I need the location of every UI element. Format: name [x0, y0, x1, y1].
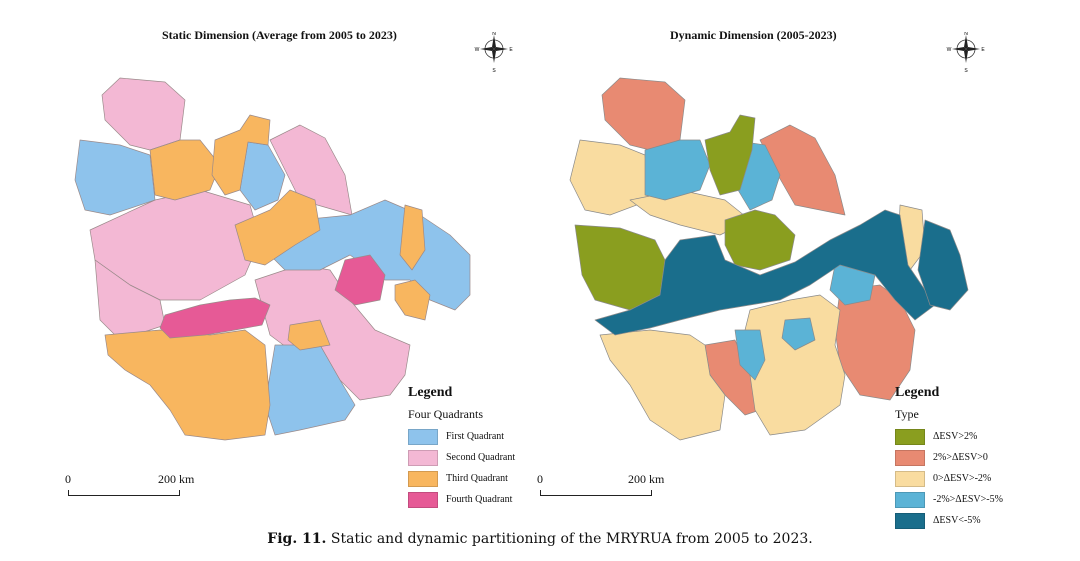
legend-subtitle: Type	[895, 407, 919, 421]
dynamic-dimension-panel: Dynamic Dimension (2005-2023) N S W E	[537, 0, 1080, 529]
svg-text:N: N	[964, 32, 968, 37]
region-north-orange-2	[211, 114, 271, 196]
static-legend: Legend Four Quadrants First Quadrant Sec…	[408, 385, 515, 510]
legend-title: Legend	[408, 385, 453, 400]
scale-start-label: 0	[65, 472, 71, 486]
dynamic-esv-map	[569, 77, 969, 441]
legend-label: Second Quadrant	[446, 452, 516, 463]
legend-label: ΔESV>2%	[933, 431, 978, 442]
region-central-pink	[89, 189, 261, 301]
dynamic-map-title: Dynamic Dimension (2005-2023)	[670, 28, 837, 42]
scale-line	[540, 490, 652, 496]
compass-n: N	[492, 32, 496, 37]
region-teal-east	[917, 219, 969, 311]
legend-swatch	[895, 512, 925, 529]
region-south-yellow-1	[599, 329, 726, 441]
region-north-orange-1	[149, 139, 221, 201]
region-teal-belt	[594, 209, 936, 336]
region-northwest-blue	[74, 139, 156, 216]
legend-title: Legend	[895, 385, 940, 400]
dynamic-legend: Legend Type ΔESV>2% 2%>ΔESV>0 0>ΔESV>-2%…	[895, 385, 1003, 531]
region-center-olive	[724, 209, 796, 271]
static-quadrant-map	[74, 77, 471, 441]
legend-label: -2%>ΔESV>-5%	[933, 494, 1003, 505]
static-dimension-panel: Static Dimension (Average from 2005 to 2…	[0, 0, 540, 520]
legend-swatch	[895, 491, 925, 508]
region-center-orange	[234, 189, 321, 266]
legend-swatch	[408, 428, 438, 445]
scale-end-label: 200 km	[628, 472, 665, 486]
region-east-orange-1	[399, 204, 426, 271]
legend-swatch	[408, 449, 438, 466]
region-mid-orange	[287, 319, 331, 351]
legend-item: ΔESV>2%	[895, 426, 1003, 447]
legend-item: -2%>ΔESV>-5%	[895, 489, 1003, 510]
legend-item: 0>ΔESV>-2%	[895, 468, 1003, 489]
region-magenta-west	[159, 297, 271, 339]
legend-swatch	[895, 449, 925, 466]
legend-label: Third Quadrant	[446, 473, 508, 484]
legend-item: Third Quadrant	[408, 468, 515, 489]
figure-caption: Fig. 11. Static and dynamic partitioning…	[0, 531, 1080, 547]
region-south-lightblue	[781, 317, 816, 351]
legend-subtitle: Four Quadrants	[408, 407, 483, 421]
caption-label: Fig. 11.	[267, 531, 327, 547]
region-southwest-lightblue	[734, 329, 766, 381]
region-magenta-east	[334, 254, 386, 306]
north-arrow-compass-icon: N S W E	[474, 31, 514, 74]
legend-swatch	[895, 428, 925, 445]
legend-item: ΔESV<-5%	[895, 510, 1003, 531]
compass-e: E	[509, 47, 513, 53]
legend-label: Fourth Quadrant	[446, 494, 513, 505]
legend-label: ΔESV<-5%	[933, 515, 981, 526]
legend-item: 2%>ΔESV>0	[895, 447, 1003, 468]
region-northeast-pink	[269, 124, 353, 216]
region-south-orange	[104, 329, 271, 441]
legend-label: 0>ΔESV>-2%	[933, 473, 992, 484]
scale-end-label: 200 km	[158, 472, 195, 486]
region-north-lightblue	[644, 139, 711, 201]
compass-s: S	[492, 68, 496, 74]
scale-start-label: 0	[537, 472, 543, 486]
legend-label: First Quadrant	[446, 431, 505, 442]
north-arrow-compass-icon: N S W E	[946, 31, 986, 74]
legend-swatch	[895, 470, 925, 487]
svg-text:E: E	[981, 47, 985, 53]
legend-swatch	[408, 491, 438, 508]
static-map-title: Static Dimension (Average from 2005 to 2…	[162, 28, 397, 42]
legend-label: 2%>ΔESV>0	[933, 452, 988, 463]
region-west-olive	[574, 224, 666, 311]
caption-text: Static and dynamic partitioning of the M…	[330, 531, 813, 547]
legend-item: First Quadrant	[408, 426, 515, 447]
legend-item: Second Quadrant	[408, 447, 515, 468]
region-west-yellow	[569, 139, 651, 216]
compass-w: W	[475, 47, 480, 53]
svg-text:S: S	[964, 68, 968, 74]
region-north-salmon	[601, 77, 686, 151]
region-north-pink	[101, 77, 186, 151]
legend-swatch	[408, 470, 438, 487]
region-north-olive	[704, 114, 756, 196]
legend-item: Fourth Quadrant	[408, 489, 515, 510]
scale-line	[68, 490, 180, 496]
svg-text:W: W	[947, 47, 952, 53]
region-east-orange-2	[394, 279, 431, 321]
